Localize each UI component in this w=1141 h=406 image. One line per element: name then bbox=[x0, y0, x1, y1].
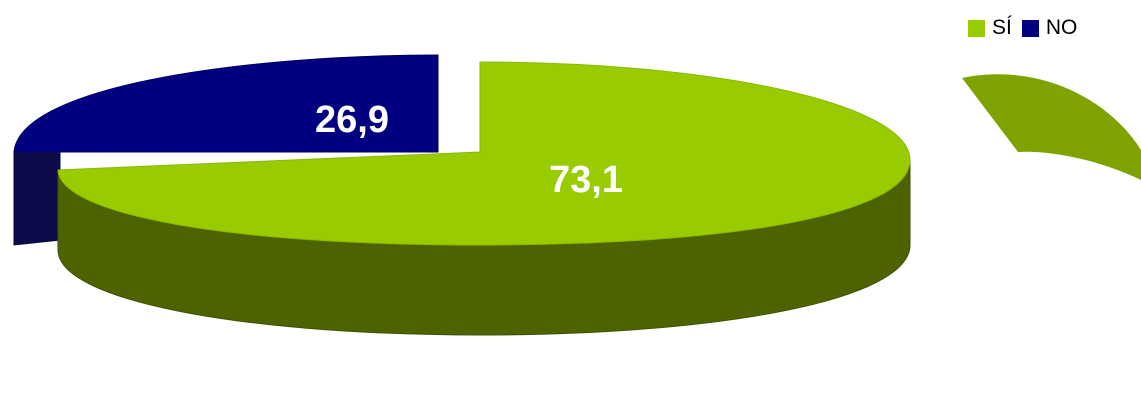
legend-swatch-si bbox=[968, 19, 985, 37]
legend-label-si: SÍ bbox=[992, 16, 1012, 39]
pie-slice-no-side bbox=[13, 149, 61, 246]
legend-item-si: SÍ bbox=[968, 16, 1012, 40]
data-label-si: 73,1 bbox=[549, 159, 623, 201]
data-label-no: 26,9 bbox=[315, 99, 389, 141]
decorative-curve-shape bbox=[962, 74, 1141, 180]
legend-swatch-no bbox=[1021, 19, 1039, 37]
pie-slice-no bbox=[13, 54, 439, 246]
legend-label-no: NO bbox=[1045, 16, 1078, 39]
pie-slice-no-top bbox=[13, 54, 439, 153]
pie-slice-si-top bbox=[57, 61, 911, 246]
chart-legend: SÍ NO bbox=[968, 16, 1087, 40]
pie-slice-si bbox=[57, 61, 911, 336]
legend-item-no: NO bbox=[1021, 16, 1078, 40]
